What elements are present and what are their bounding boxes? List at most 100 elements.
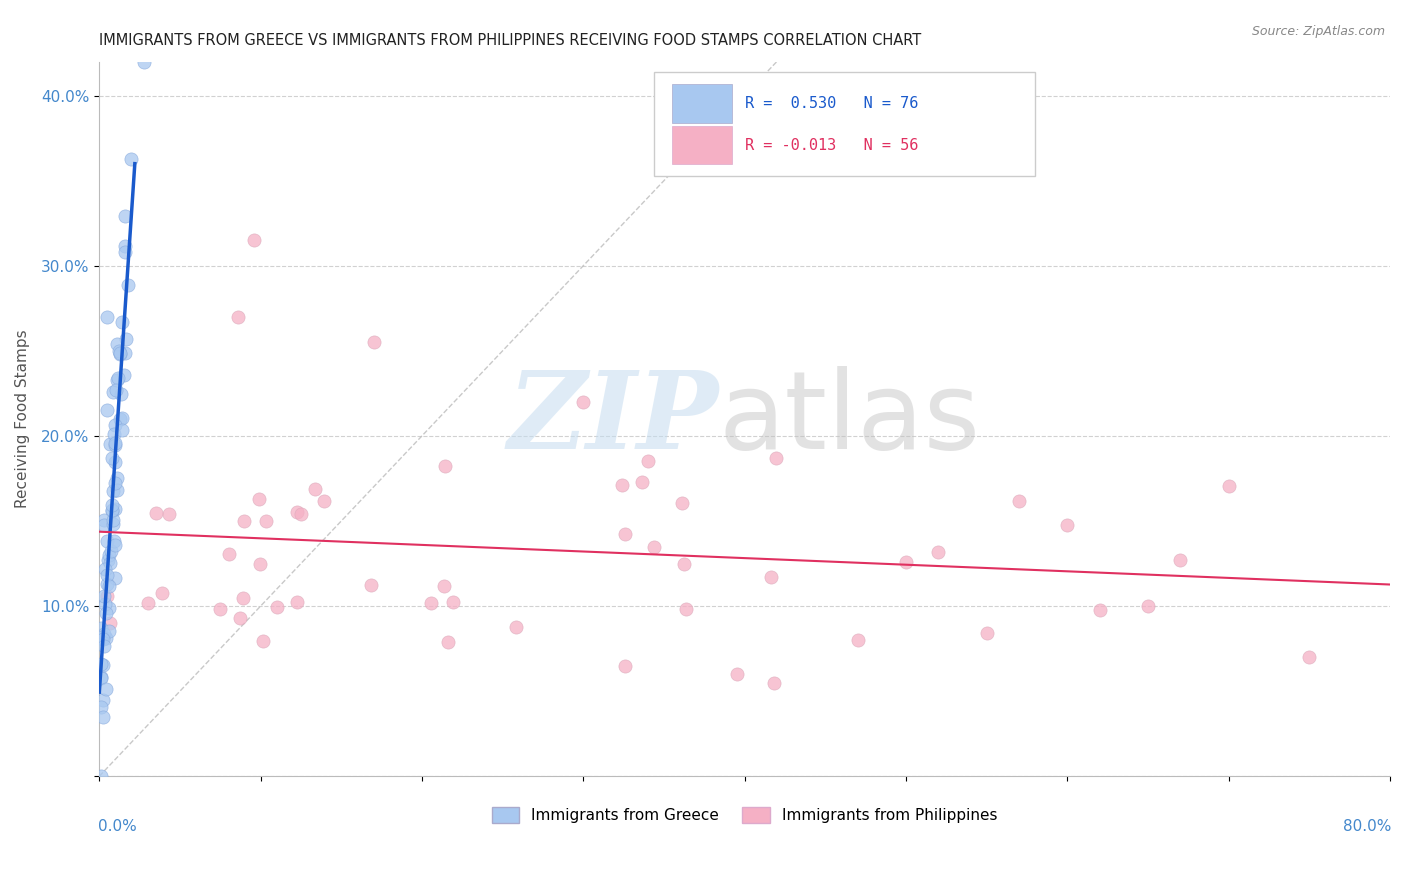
- Point: [132, 54, 155, 69]
- Point: [91, 632, 114, 646]
- Point: [98, 624, 121, 638]
- Point: [98, 437, 121, 451]
- Point: [96, 590, 118, 604]
- Point: [94, 631, 117, 645]
- Point: [229, 610, 252, 624]
- Point: [290, 507, 312, 521]
- Point: [725, 667, 748, 681]
- Point: [136, 596, 159, 610]
- Point: [91, 709, 114, 723]
- Point: [93, 658, 115, 673]
- Text: ZIP: ZIP: [508, 366, 718, 472]
- Point: [105, 483, 128, 497]
- Point: [643, 541, 665, 555]
- Point: [1168, 553, 1191, 567]
- Point: [927, 545, 949, 559]
- Point: [637, 454, 659, 468]
- Point: [434, 459, 457, 474]
- Point: [105, 373, 128, 387]
- Point: [108, 346, 131, 360]
- Point: [110, 346, 132, 360]
- Point: [613, 658, 636, 673]
- Point: [111, 423, 134, 437]
- Text: Source: ZipAtlas.com: Source: ZipAtlas.com: [1251, 25, 1385, 38]
- Point: [101, 503, 124, 517]
- Point: [112, 368, 135, 383]
- Point: [103, 516, 125, 531]
- Point: [1218, 479, 1240, 493]
- Point: [104, 476, 127, 491]
- Point: [93, 639, 115, 653]
- Point: [101, 503, 124, 517]
- Point: [505, 620, 527, 634]
- FancyBboxPatch shape: [654, 72, 1035, 176]
- Point: [90, 700, 112, 714]
- Point: [150, 586, 173, 600]
- Point: [572, 394, 595, 409]
- Point: [232, 591, 254, 605]
- Point: [96, 403, 118, 417]
- Point: [104, 455, 127, 469]
- Point: [94, 606, 117, 620]
- Point: [145, 506, 167, 520]
- Point: [91, 630, 114, 644]
- Point: [103, 426, 125, 441]
- Point: [104, 501, 127, 516]
- Point: [363, 335, 385, 350]
- Point: [1298, 650, 1320, 665]
- Point: [90, 769, 112, 783]
- Point: [110, 387, 132, 401]
- Point: [98, 556, 121, 570]
- Point: [1088, 603, 1111, 617]
- Point: [93, 627, 115, 641]
- Point: [1136, 599, 1159, 613]
- Text: atlas: atlas: [718, 366, 981, 472]
- Point: [114, 210, 136, 224]
- Point: [103, 533, 125, 548]
- Point: [96, 577, 118, 591]
- Point: [90, 657, 112, 671]
- Point: [762, 675, 785, 690]
- Point: [101, 451, 124, 466]
- Point: [96, 568, 118, 582]
- Point: [157, 507, 180, 521]
- Point: [107, 370, 129, 384]
- Point: [98, 615, 121, 630]
- Point: [208, 601, 231, 615]
- Text: 80.0%: 80.0%: [1343, 819, 1391, 834]
- Point: [104, 417, 127, 432]
- Y-axis label: Receiving Food Stamps: Receiving Food Stamps: [15, 329, 30, 508]
- FancyBboxPatch shape: [672, 85, 731, 123]
- Text: R = -0.013   N = 56: R = -0.013 N = 56: [745, 137, 918, 153]
- Point: [114, 244, 136, 259]
- Point: [218, 547, 240, 561]
- Point: [285, 505, 308, 519]
- Point: [101, 513, 124, 527]
- Legend: Immigrants from Greece, Immigrants from Philippines: Immigrants from Greece, Immigrants from …: [485, 801, 1004, 830]
- Point: [433, 579, 456, 593]
- Text: IMMIGRANTS FROM GREECE VS IMMIGRANTS FROM PHILIPPINES RECEIVING FOOD STAMPS CORR: IMMIGRANTS FROM GREECE VS IMMIGRANTS FRO…: [100, 33, 921, 48]
- Point: [94, 597, 117, 611]
- Point: [249, 558, 271, 572]
- Point: [104, 538, 127, 552]
- Point: [226, 310, 249, 324]
- Point: [252, 634, 274, 648]
- Point: [114, 238, 136, 252]
- Point: [894, 555, 917, 569]
- Point: [120, 153, 142, 167]
- Point: [761, 570, 783, 584]
- Point: [441, 594, 464, 608]
- Point: [91, 631, 114, 645]
- Point: [96, 533, 118, 548]
- Point: [91, 693, 114, 707]
- Point: [247, 491, 270, 506]
- Point: [675, 601, 697, 615]
- Point: [111, 410, 134, 425]
- Point: [673, 557, 696, 571]
- Point: [117, 278, 139, 293]
- Point: [93, 518, 115, 533]
- Point: [631, 475, 654, 489]
- Point: [90, 621, 112, 635]
- Point: [107, 344, 129, 359]
- Point: [285, 595, 308, 609]
